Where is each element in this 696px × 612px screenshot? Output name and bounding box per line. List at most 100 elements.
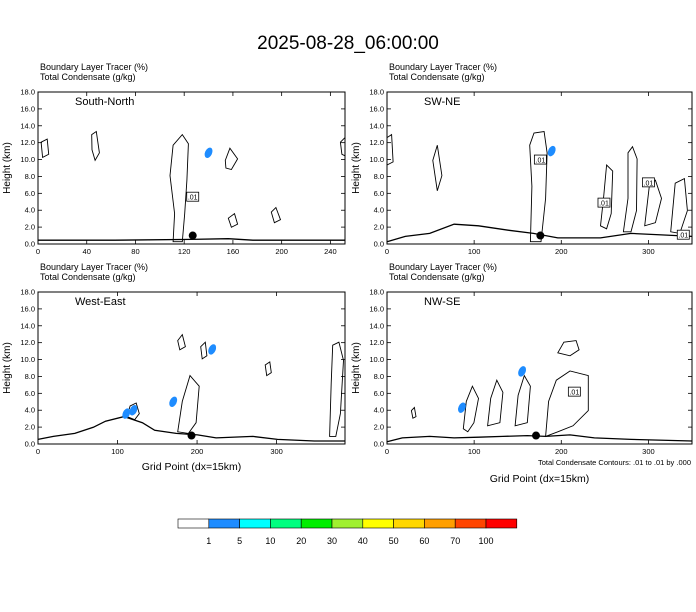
condensate-contour	[462, 385, 479, 433]
contour-label: .01	[599, 201, 609, 208]
y-tick-label: 0.0	[374, 240, 384, 249]
condensate-contour	[126, 402, 140, 421]
panel-header-condensate: Total Condensate (g/kg)	[389, 272, 485, 282]
y-axis-label: Height (km)	[2, 342, 13, 394]
terrain-line	[37, 415, 345, 442]
panel-sw-ne: Boundary Layer Tracer (%)Total Condensat…	[351, 62, 693, 256]
colorbar-swatch	[393, 518, 425, 529]
x-tick-label: 300	[642, 247, 655, 256]
tracer-blob	[122, 408, 131, 419]
y-tick-label: 8.0	[374, 172, 384, 181]
x-tick-label: 200	[555, 447, 568, 456]
y-tick-label: 14.0	[20, 121, 35, 130]
y-tick-label: 12.0	[369, 338, 384, 347]
condensate-contour	[600, 164, 614, 230]
x-axis-label: Grid Point (dx=15km)	[142, 461, 242, 473]
panel-header-condensate: Total Condensate (g/kg)	[40, 72, 136, 82]
y-tick-label: 6.0	[374, 389, 384, 398]
x-tick-label: 160	[227, 247, 240, 256]
y-tick-label: 4.0	[25, 406, 35, 415]
contour-label: .01	[678, 233, 688, 240]
y-tick-label: 14.0	[20, 321, 35, 330]
contour-label: .01	[569, 390, 579, 397]
y-tick-label: 14.0	[369, 121, 384, 130]
colorbar-label: 40	[358, 536, 368, 546]
colorbar-swatch	[177, 518, 210, 529]
x-tick-label: 200	[555, 247, 568, 256]
colorbar-label: 20	[296, 536, 306, 546]
plot-frame	[37, 291, 346, 445]
y-tick-label: 18.0	[20, 288, 35, 297]
panel-west-east: Boundary Layer Tracer (%)Total Condensat…	[2, 262, 346, 473]
terrain-line	[38, 238, 345, 241]
y-tick-label: 10.0	[20, 155, 35, 164]
panel-header-tracer: Boundary Layer Tracer (%)	[389, 62, 497, 72]
y-tick-label: 0.0	[25, 440, 35, 449]
site-marker	[188, 231, 197, 240]
tracer-blob	[204, 147, 213, 158]
y-tick-label: 2.0	[374, 423, 384, 432]
colorbar-swatch	[270, 518, 302, 529]
x-tick-label: 200	[275, 247, 288, 256]
y-tick-label: 16.0	[369, 104, 384, 113]
tracer-blob	[169, 396, 178, 407]
condensate-contour	[386, 133, 394, 166]
x-tick-label: 0	[385, 247, 389, 256]
contour-label-box	[567, 386, 581, 397]
colorbar-label: 60	[419, 536, 429, 546]
contour-label: .01	[536, 158, 546, 165]
y-tick-label: 18.0	[20, 88, 35, 97]
condensate-contour	[227, 212, 239, 228]
condensate-contour	[177, 333, 186, 351]
y-tick-label: 18.0	[369, 88, 384, 97]
y-tick-label: 16.0	[369, 304, 384, 313]
colorbar-label: 50	[389, 536, 399, 546]
colorbar-label: 100	[478, 536, 493, 546]
panel-header-tracer: Boundary Layer Tracer (%)	[40, 262, 148, 272]
y-tick-label: 4.0	[25, 206, 35, 215]
panel-header-tracer: Boundary Layer Tracer (%)	[40, 62, 148, 72]
x-tick-label: 300	[642, 447, 655, 456]
x-tick-label: 100	[111, 447, 124, 456]
x-tick-label: 300	[270, 447, 283, 456]
x-tick-label: 100	[468, 247, 481, 256]
y-tick-label: 0.0	[25, 240, 35, 249]
y-tick-label: 8.0	[374, 372, 384, 381]
y-tick-label: 6.0	[25, 189, 35, 198]
section-label: NW-SE	[424, 296, 460, 308]
panel-nw-se: Boundary Layer Tracer (%)Total Condensat…	[351, 262, 693, 485]
site-marker	[187, 431, 196, 440]
y-tick-label: 6.0	[25, 389, 35, 398]
section-label: SW-NE	[424, 96, 460, 108]
y-tick-label: 4.0	[374, 206, 384, 215]
condensate-contour	[264, 361, 272, 377]
panel-header-condensate: Total Condensate (g/kg)	[40, 272, 136, 282]
colorbar: 1 5 10 20 30 40 50 60 70 100	[177, 518, 518, 546]
y-tick-label: 6.0	[374, 189, 384, 198]
y-tick-label: 0.0	[374, 440, 384, 449]
colorbar-swatch	[331, 518, 364, 529]
tracer-blob	[518, 366, 527, 377]
y-tick-label: 4.0	[374, 406, 384, 415]
site-marker	[532, 431, 541, 440]
plot-frame	[386, 291, 693, 445]
y-tick-label: 8.0	[25, 372, 35, 381]
section-label: West-East	[75, 296, 126, 308]
condensate-contour	[432, 145, 443, 191]
colorbar-swatch	[239, 518, 271, 529]
condensate-contour	[545, 370, 589, 438]
condensate-contour	[670, 177, 688, 234]
plot-frame	[386, 91, 693, 245]
colorbar-swatch	[424, 518, 456, 529]
tracer-blob	[547, 145, 556, 157]
y-tick-label: 10.0	[369, 355, 384, 364]
y-tick-label: 12.0	[369, 138, 384, 147]
colorbar-label: 70	[450, 536, 460, 546]
y-tick-label: 8.0	[25, 172, 35, 181]
site-marker	[536, 231, 545, 240]
y-tick-label: 2.0	[25, 423, 35, 432]
colorbar-swatch	[208, 518, 240, 529]
condensate-contour	[200, 341, 208, 360]
y-tick-label: 12.0	[20, 338, 35, 347]
